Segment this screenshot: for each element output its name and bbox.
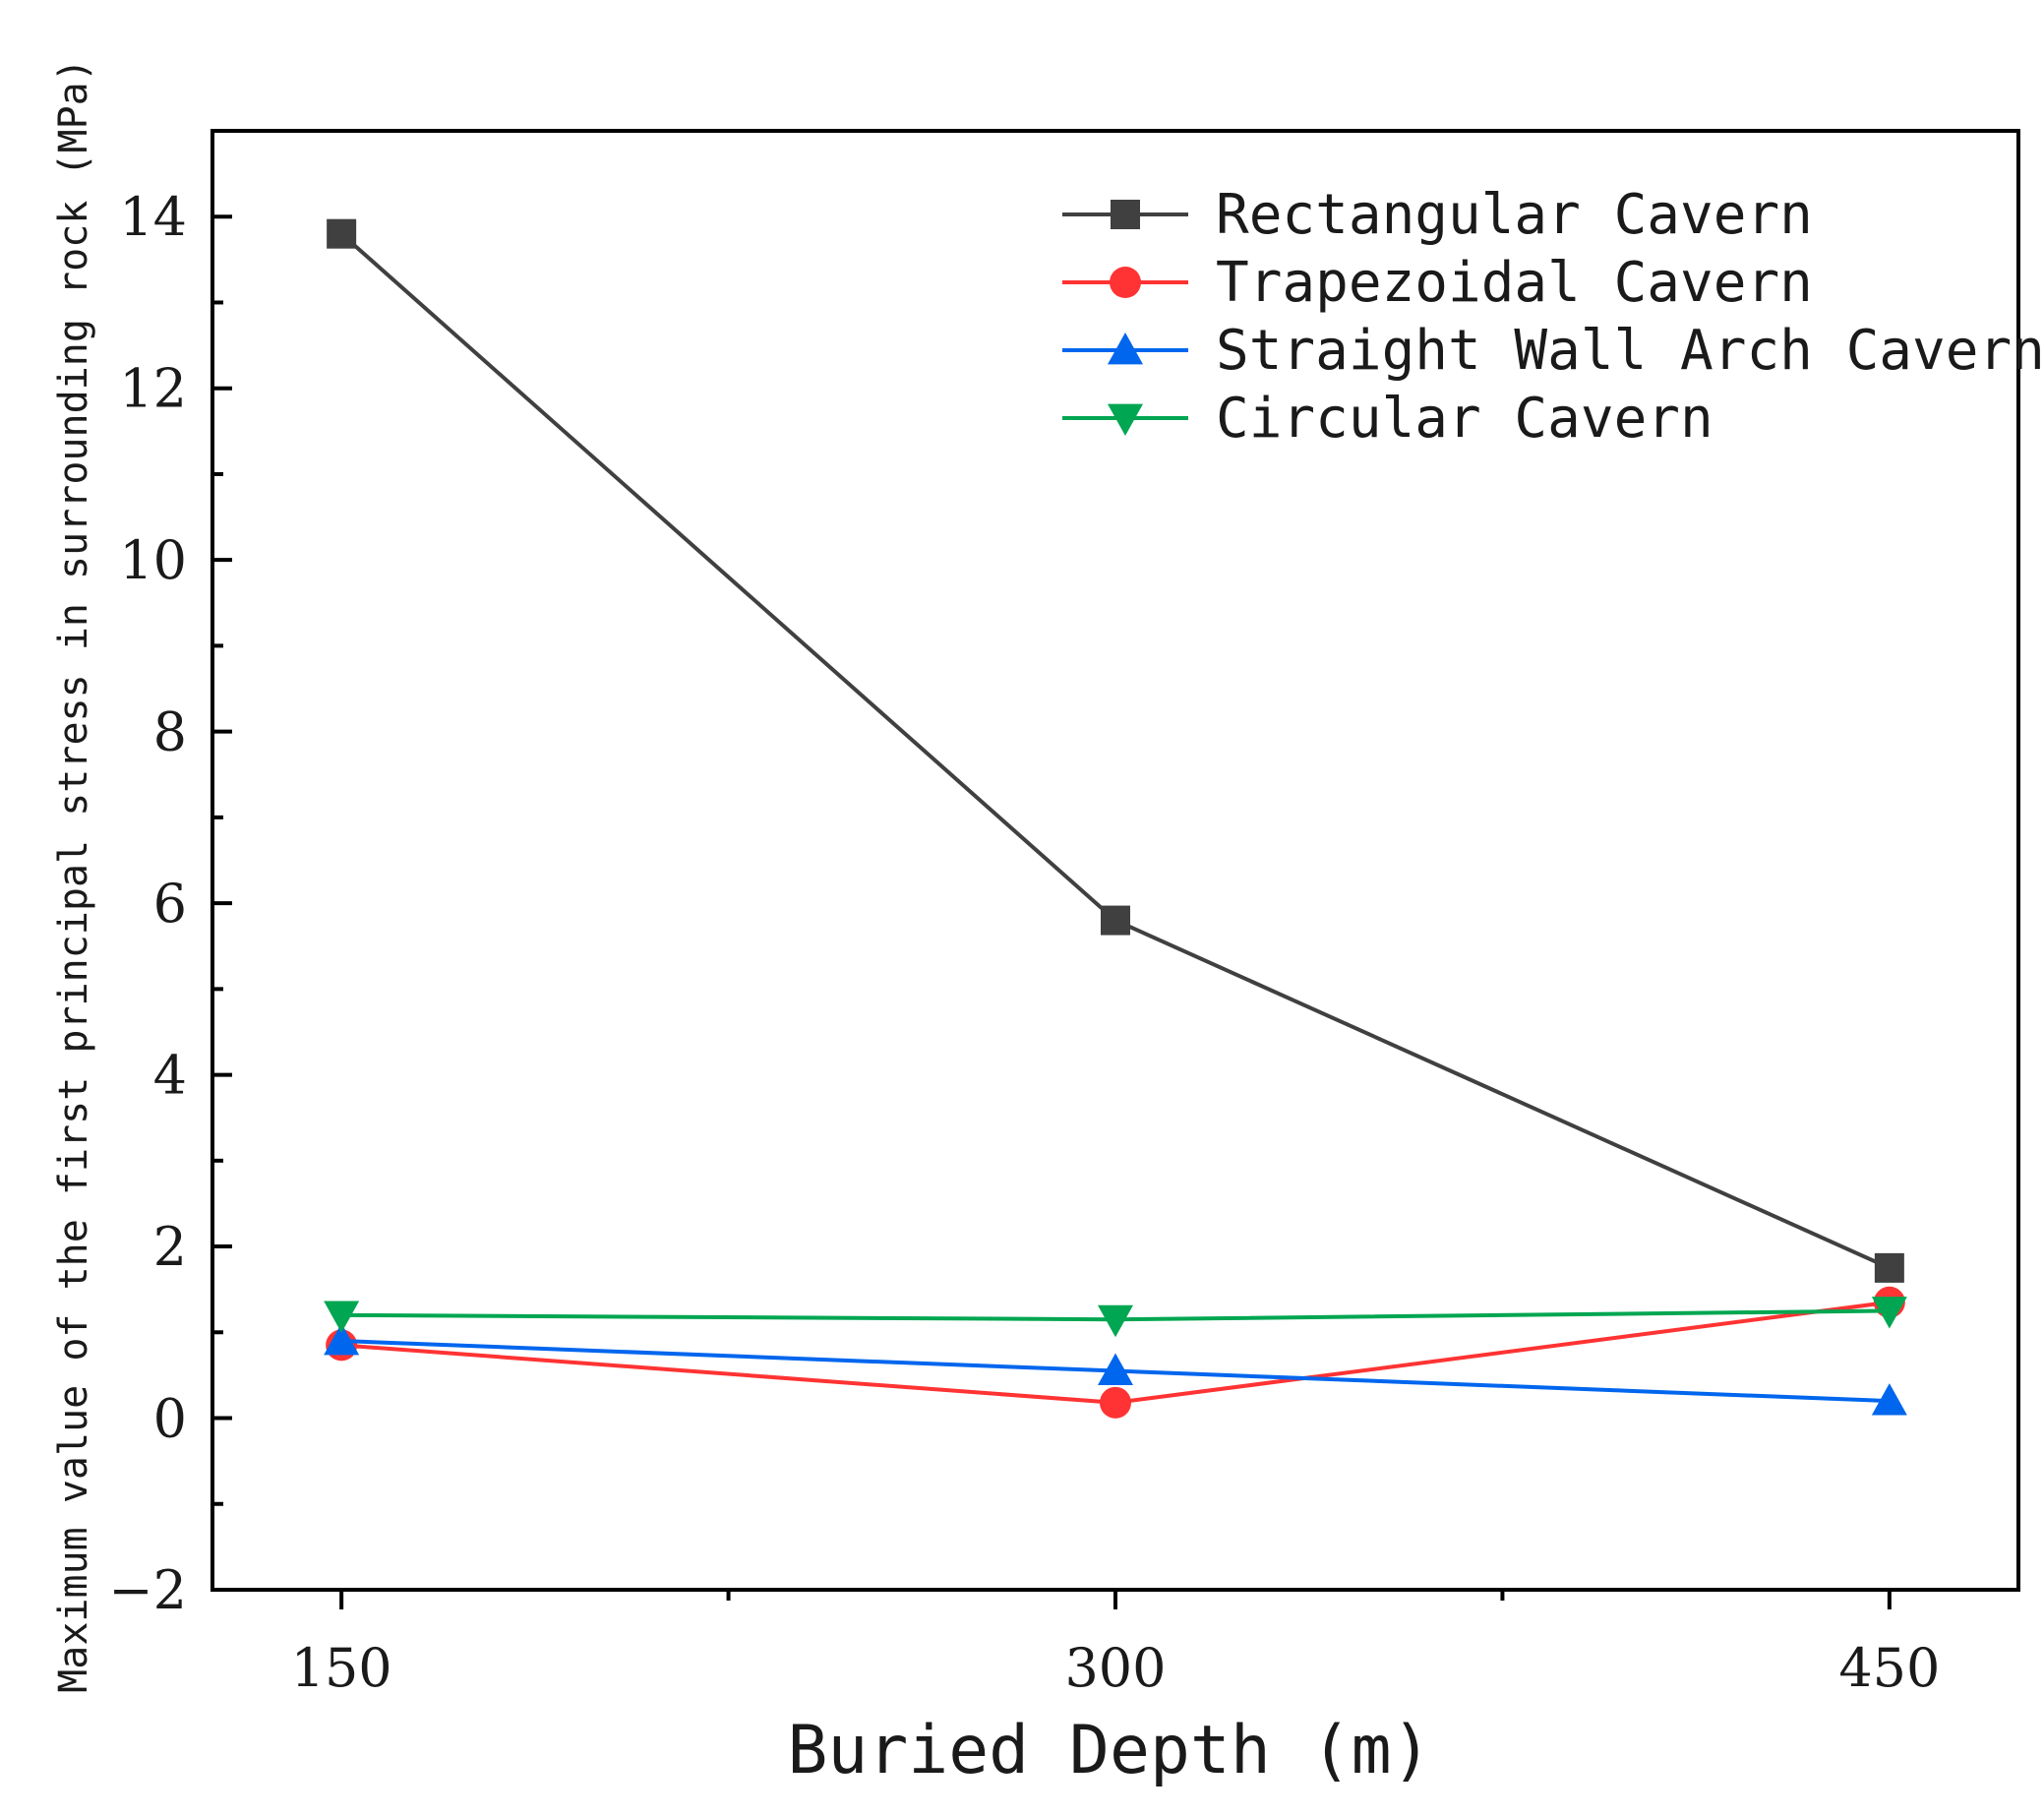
legend-marker xyxy=(1110,267,1141,298)
y-tick-label: 6 xyxy=(153,873,187,935)
legend-item: Trapezoidal Cavern xyxy=(1062,251,1813,315)
legend-item: Circular Cavern xyxy=(1062,387,1713,451)
legend-item: Straight Wall Arch Cavern xyxy=(1062,319,2044,383)
series-straight-wall-arch-cavern xyxy=(324,1323,1907,1416)
data-point-marker xyxy=(1874,1252,1904,1283)
y-tick-label: 4 xyxy=(153,1045,187,1107)
legend-marker xyxy=(1108,403,1143,436)
legend-marker xyxy=(1111,200,1140,229)
ticks-layer: −2 0 2 4 6 8 10 12 14 150 300 450 xyxy=(108,186,1940,1699)
data-point-marker xyxy=(324,1301,360,1333)
x-tick-label: 150 xyxy=(291,1637,392,1699)
x-tick-label: 300 xyxy=(1064,1637,1166,1699)
y-tick-label: 2 xyxy=(153,1216,187,1278)
series-circular-cavern xyxy=(324,1297,1907,1338)
legend-item: Rectangular Cavern xyxy=(1062,183,1813,247)
data-point-marker xyxy=(1098,1353,1133,1385)
y-axis-label: Maximum value of the first principal str… xyxy=(51,58,96,1693)
data-point-marker xyxy=(1100,1386,1131,1419)
data-point-marker xyxy=(1101,905,1130,936)
data-point-marker xyxy=(327,218,357,249)
series-rectangular-cavern xyxy=(327,218,1904,1283)
y-tick-label: −2 xyxy=(108,1559,187,1621)
y-tick-label: 10 xyxy=(119,529,187,591)
plot-frame xyxy=(210,129,2020,1592)
y-tick-label: 8 xyxy=(153,701,187,763)
y-tick-label: 0 xyxy=(153,1388,187,1450)
data-point-marker xyxy=(324,1323,360,1356)
legend-label: Rectangular Cavern xyxy=(1216,183,1813,247)
legend-label: Circular Cavern xyxy=(1216,387,1713,451)
y-tick-label: 12 xyxy=(119,358,187,420)
x-tick-label: 450 xyxy=(1838,1637,1940,1699)
legend-label: Straight Wall Arch Cavern xyxy=(1216,319,2044,383)
x-axis-label: Buried Depth (m) xyxy=(787,1712,1431,1789)
series-layer xyxy=(324,218,1907,1419)
data-point-marker xyxy=(1871,1383,1907,1416)
y-tick-label: 14 xyxy=(119,186,187,248)
legend-marker xyxy=(1108,333,1143,365)
data-point-marker xyxy=(1098,1304,1133,1338)
data-point-marker xyxy=(1871,1297,1907,1329)
legend-label: Trapezoidal Cavern xyxy=(1216,251,1813,315)
